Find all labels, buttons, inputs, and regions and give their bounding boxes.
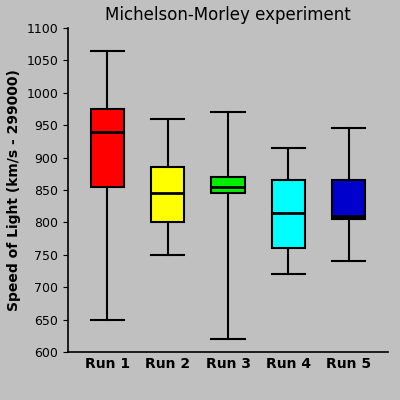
Title: Michelson-Morley experiment: Michelson-Morley experiment (105, 6, 351, 24)
Bar (91, 109, 124, 187)
Bar (272, 180, 305, 248)
Y-axis label: Speed of Light (km/s - 299000): Speed of Light (km/s - 299000) (7, 69, 21, 311)
Bar (332, 180, 365, 219)
Bar (211, 177, 245, 193)
Bar (151, 167, 184, 222)
